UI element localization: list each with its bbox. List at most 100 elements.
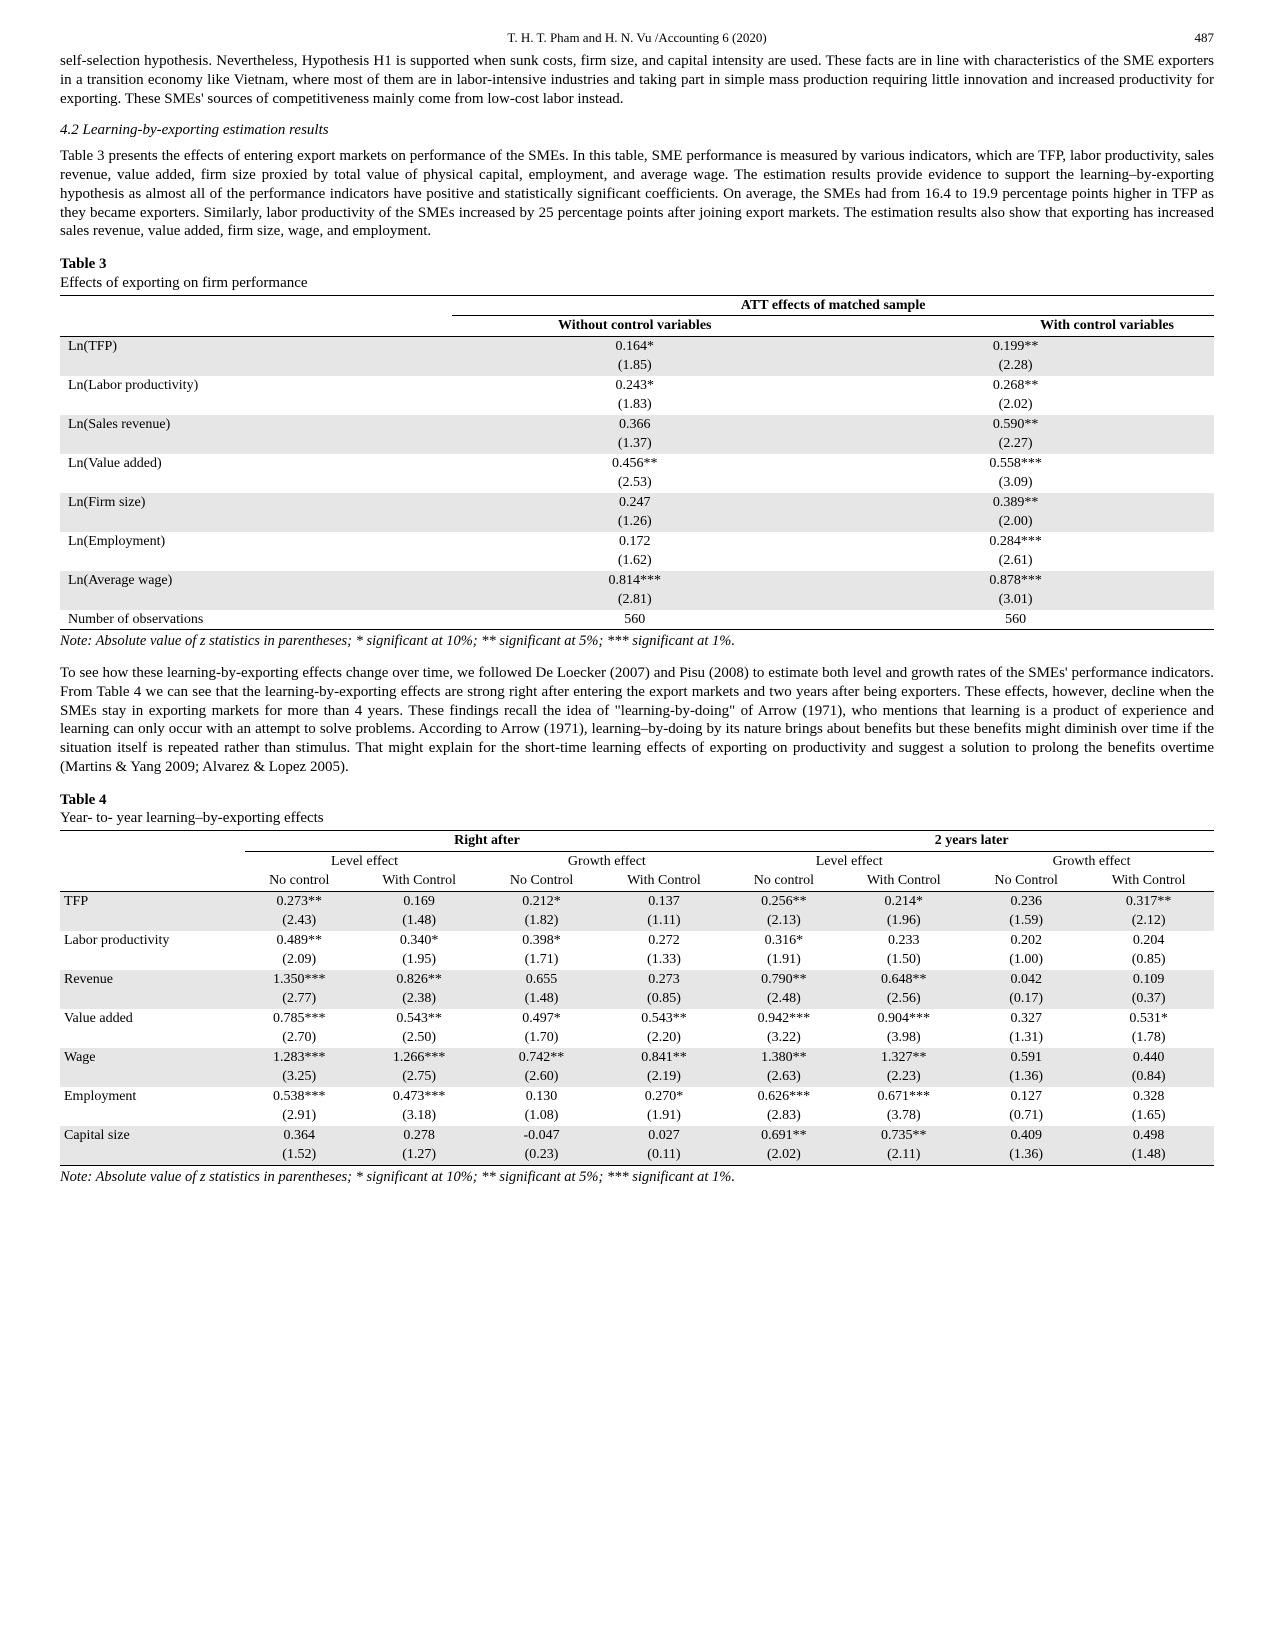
row-label: Ln(Employment) [60, 532, 452, 571]
cell-value: 0.273** [245, 891, 354, 911]
cell-tstat: (2.60) [484, 1067, 598, 1087]
table4-sub-header: No control [245, 871, 354, 891]
cell-tstat: (0.37) [1083, 989, 1214, 1009]
cell-tstat: (3.18) [354, 1106, 485, 1126]
table-row: Ln(TFP)0.164*0.199** [60, 336, 1214, 356]
cell-tstat: (1.82) [484, 911, 598, 931]
cell-value: 0.130 [484, 1087, 598, 1107]
cell-tstat: (1.48) [354, 911, 485, 931]
paragraph-top: self-selection hypothesis. Nevertheless,… [60, 52, 1214, 108]
cell-value: 0.904*** [838, 1009, 969, 1029]
cell-value: 0.691** [729, 1126, 838, 1146]
table4-sub-header: With Control [354, 871, 485, 891]
cell-tstat: (2.20) [599, 1028, 730, 1048]
table4-sub-header: No Control [969, 871, 1083, 891]
cell-tstat: (2.53) [452, 473, 817, 493]
cell-value: 0.735** [838, 1126, 969, 1146]
cell-value: 0.278 [354, 1126, 485, 1146]
table3-obs-v1: 560 [452, 610, 817, 630]
cell-value: 0.164* [452, 336, 817, 356]
table3-col2-header: With control variables [817, 316, 1214, 337]
page-header: T. H. T. Pham and H. N. Vu /Accounting 6… [60, 30, 1214, 46]
table4-sub-header: With Control [838, 871, 969, 891]
table4-title: Year- to- year learning–by-exporting eff… [60, 809, 1214, 828]
cell-tstat: (1.33) [599, 950, 730, 970]
row-label: Revenue [60, 970, 245, 1009]
cell-value: 0.558*** [817, 454, 1214, 474]
cell-value: 0.042 [969, 970, 1083, 990]
cell-value: 0.204 [1083, 931, 1214, 951]
cell-tstat: (1.65) [1083, 1106, 1214, 1126]
cell-value: 0.243* [452, 376, 817, 396]
cell-tstat: (2.09) [245, 950, 354, 970]
cell-value: 0.317** [1083, 891, 1214, 911]
table4: Right after 2 years later Level effect G… [60, 830, 1214, 1166]
cell-value: 0.272 [599, 931, 730, 951]
cell-value: 0.626*** [729, 1087, 838, 1107]
cell-tstat: (2.77) [245, 989, 354, 1009]
table4-sub-header: No Control [484, 871, 598, 891]
row-label: Wage [60, 1048, 245, 1087]
table-row: Ln(Firm size)0.2470.389** [60, 493, 1214, 513]
table4-super-header-2: 2 years later [729, 831, 1214, 852]
cell-value: 0.247 [452, 493, 817, 513]
cell-value: 0.284*** [817, 532, 1214, 552]
row-label: Ln(Value added) [60, 454, 452, 493]
cell-value: 0.742** [484, 1048, 598, 1068]
row-label: Ln(Average wage) [60, 571, 452, 610]
cell-tstat: (2.27) [817, 434, 1214, 454]
cell-value: 1.266*** [354, 1048, 485, 1068]
cell-tstat: (1.83) [452, 395, 817, 415]
cell-value: 0.497* [484, 1009, 598, 1029]
page-number: 487 [1195, 30, 1215, 46]
cell-value: 0.027 [599, 1126, 730, 1146]
cell-tstat: (0.71) [969, 1106, 1083, 1126]
cell-value: 0.364 [245, 1126, 354, 1146]
table3-super-header: ATT effects of matched sample [452, 295, 1214, 316]
cell-tstat: (0.85) [599, 989, 730, 1009]
cell-tstat: (2.13) [729, 911, 838, 931]
table3-obs-v2: 560 [817, 610, 1214, 630]
cell-value: 0.841** [599, 1048, 730, 1068]
row-label: Ln(TFP) [60, 336, 452, 376]
cell-value: 0.202 [969, 931, 1083, 951]
cell-tstat: (1.36) [969, 1067, 1083, 1087]
cell-value: 0.440 [1083, 1048, 1214, 1068]
cell-value: 0.366 [452, 415, 817, 435]
table4-sub-header: With Control [599, 871, 730, 891]
cell-tstat: (1.52) [245, 1145, 354, 1165]
cell-value: 0.109 [1083, 970, 1214, 990]
cell-tstat: (2.38) [354, 989, 485, 1009]
cell-value: 1.283*** [245, 1048, 354, 1068]
table4-mid-header-2: Growth effect [484, 851, 729, 871]
cell-tstat: (1.00) [969, 950, 1083, 970]
cell-tstat: (3.01) [817, 590, 1214, 610]
cell-tstat: (3.98) [838, 1028, 969, 1048]
table-row: Ln(Labor productivity)0.243*0.268** [60, 376, 1214, 396]
cell-tstat: (1.70) [484, 1028, 598, 1048]
table4-sub-header: No control [729, 871, 838, 891]
cell-tstat: (3.25) [245, 1067, 354, 1087]
cell-value: 0.591 [969, 1048, 1083, 1068]
cell-value: 0.328 [1083, 1087, 1214, 1107]
cell-value: 0.214* [838, 891, 969, 911]
cell-tstat: (1.78) [1083, 1028, 1214, 1048]
cell-value: 0.409 [969, 1126, 1083, 1146]
cell-tstat: (1.08) [484, 1106, 598, 1126]
paragraph-after-table3: To see how these learning-by-exporting e… [60, 664, 1214, 777]
table3-note: Note: Absolute value of z statistics in … [60, 632, 1214, 650]
table-row: Ln(Sales revenue)0.3660.590** [60, 415, 1214, 435]
cell-tstat: (2.11) [838, 1145, 969, 1165]
cell-tstat: (1.48) [1083, 1145, 1214, 1165]
cell-tstat: (0.17) [969, 989, 1083, 1009]
cell-value: 1.327** [838, 1048, 969, 1068]
cell-value: 0.543** [354, 1009, 485, 1029]
cell-value: 0.543** [599, 1009, 730, 1029]
cell-tstat: (3.09) [817, 473, 1214, 493]
table-row: Value added0.785***0.543**0.497*0.543**0… [60, 1009, 1214, 1029]
row-label: Employment [60, 1087, 245, 1126]
cell-value: 1.350*** [245, 970, 354, 990]
cell-value: -0.047 [484, 1126, 598, 1146]
cell-value: 0.340* [354, 931, 485, 951]
cell-tstat: (1.50) [838, 950, 969, 970]
